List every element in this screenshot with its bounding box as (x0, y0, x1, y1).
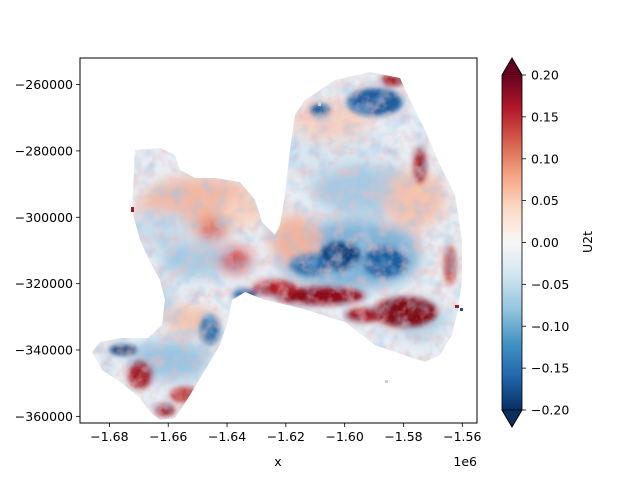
colorbar-tick-label: 0.00 (531, 235, 559, 250)
colorbar-tick-label: −0.05 (531, 277, 569, 292)
colorbar-body (502, 75, 522, 410)
x-tick-label: −1.62 (267, 429, 305, 444)
y-tick-label: −260000 (15, 77, 73, 92)
y-axis: −260000 −280000 −300000 −320000 −340000 −3600… (15, 77, 80, 424)
colorbar-extend-top (501, 57, 523, 76)
colorbar-label: U2t (580, 231, 595, 253)
x-offset-label: 1e6 (453, 454, 477, 469)
plot-frame (79, 57, 478, 424)
colorbar-tick-label: 0.10 (531, 151, 559, 166)
x-tick-label: −1.66 (149, 429, 187, 444)
colorbar-tick-label: 0.15 (531, 109, 559, 124)
y-tick-label: −340000 (15, 343, 73, 358)
colorbar-tick-label: −0.15 (531, 361, 569, 376)
colorbar-ticks: 0.20 0.15 0.10 0.05 0.00 −0.05 −0.10 −0.15 −0.20 (522, 68, 569, 418)
y-tick-label: −280000 (15, 143, 73, 158)
x-axis-label: x (274, 454, 281, 469)
colorbar-extend-bottom (501, 409, 523, 428)
x-tick-label: −1.68 (90, 429, 128, 444)
x-axis: −1.68 −1.66 −1.64 −1.62 −1.60 −1.58 −1.56 (90, 423, 481, 444)
colorbar-tick-label: 0.20 (531, 68, 559, 83)
colorbar-tick-label: −0.20 (531, 403, 569, 418)
y-tick-label: −300000 (15, 210, 73, 225)
x-tick-label: −1.58 (384, 429, 422, 444)
y-tick-label: −320000 (15, 276, 73, 291)
x-tick-label: −1.56 (443, 429, 481, 444)
stray-pixels (131, 102, 463, 383)
heatmap-field (92, 72, 462, 420)
colorbar-tick-label: −0.10 (531, 319, 569, 334)
colorbar-tick-label: 0.05 (531, 193, 559, 208)
x-tick-label: −1.60 (326, 429, 364, 444)
colorbar: 0.20 0.15 0.10 0.05 0.00 −0.05 −0.10 −0.15 −0.20… (501, 57, 595, 428)
x-tick-label: −1.64 (208, 429, 246, 444)
y-tick-label: −360000 (15, 409, 73, 424)
